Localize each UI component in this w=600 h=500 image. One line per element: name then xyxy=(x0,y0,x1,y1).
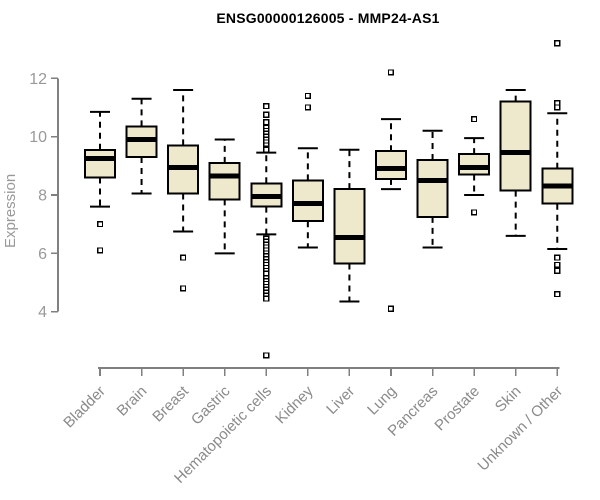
iqr-box xyxy=(333,188,366,265)
outlier-point xyxy=(263,119,270,126)
x-tick-label-kidney: Kidney xyxy=(272,382,317,427)
outlier-point xyxy=(471,116,478,123)
outlier-point xyxy=(263,295,270,302)
x-tick-label-prostate: Prostate xyxy=(431,383,483,435)
y-axis: 4 6 8 10 12 xyxy=(29,71,59,321)
outlier-point xyxy=(554,104,561,111)
outlier-point xyxy=(387,69,395,76)
y-tick-label-12: 12 xyxy=(29,71,47,88)
x-tick-label-skin: Skin xyxy=(492,383,525,416)
y-tick-label-10: 10 xyxy=(29,129,47,146)
boxplot-hematopoietic-cells xyxy=(250,102,283,359)
outlier-point xyxy=(180,285,187,292)
outlier-point xyxy=(554,261,561,269)
x-tick-label-lung: Lung xyxy=(364,383,400,419)
outlier-point xyxy=(554,254,561,261)
iqr-box xyxy=(84,148,116,179)
x-tick-label-bladder: Bladder xyxy=(60,383,109,432)
outlier-point xyxy=(304,104,311,111)
outlier-point xyxy=(263,352,270,359)
chart-title: ENSG00000126005 - MMP24-AS1 xyxy=(216,10,440,26)
x-tick-label-brain: Brain xyxy=(114,383,151,420)
boxplot-liver xyxy=(333,148,366,303)
boxplot-kidney xyxy=(291,92,324,249)
boxplot-gastric xyxy=(208,138,241,255)
outlier-point xyxy=(180,254,187,261)
outlier-point xyxy=(471,209,478,216)
boxplot-brain xyxy=(125,97,158,195)
boxplot-prostate xyxy=(458,116,491,216)
iqr-box xyxy=(499,100,532,192)
iqr-box xyxy=(458,153,491,176)
outlier-point xyxy=(96,247,104,254)
boxplot-bladder xyxy=(84,110,116,254)
y-tick-label-6: 6 xyxy=(38,246,47,263)
outlier-point xyxy=(263,102,270,110)
boxplot-skin xyxy=(499,88,532,237)
iqr-box xyxy=(208,161,241,201)
iqr-box xyxy=(416,158,449,218)
x-tick-label-liver: Liver xyxy=(323,383,358,418)
outlier-point xyxy=(263,146,270,153)
boxplot-unknown-other xyxy=(541,40,574,298)
outlier-point xyxy=(263,111,270,118)
outlier-point xyxy=(387,305,395,312)
y-tick-label-8: 8 xyxy=(38,187,47,204)
outlier-point xyxy=(554,291,561,298)
boxplot-pancreas xyxy=(416,129,449,249)
iqr-box xyxy=(291,179,324,223)
boxplot-lung xyxy=(374,69,407,312)
x-tick-label-breast: Breast xyxy=(149,382,192,425)
outlier-point xyxy=(554,267,561,274)
iqr-box xyxy=(374,150,407,180)
outlier-point xyxy=(554,40,561,47)
outlier-point xyxy=(304,92,311,99)
y-tick-label-4: 4 xyxy=(38,304,47,321)
outlier-point xyxy=(96,221,104,228)
boxplot-breast xyxy=(167,88,200,292)
